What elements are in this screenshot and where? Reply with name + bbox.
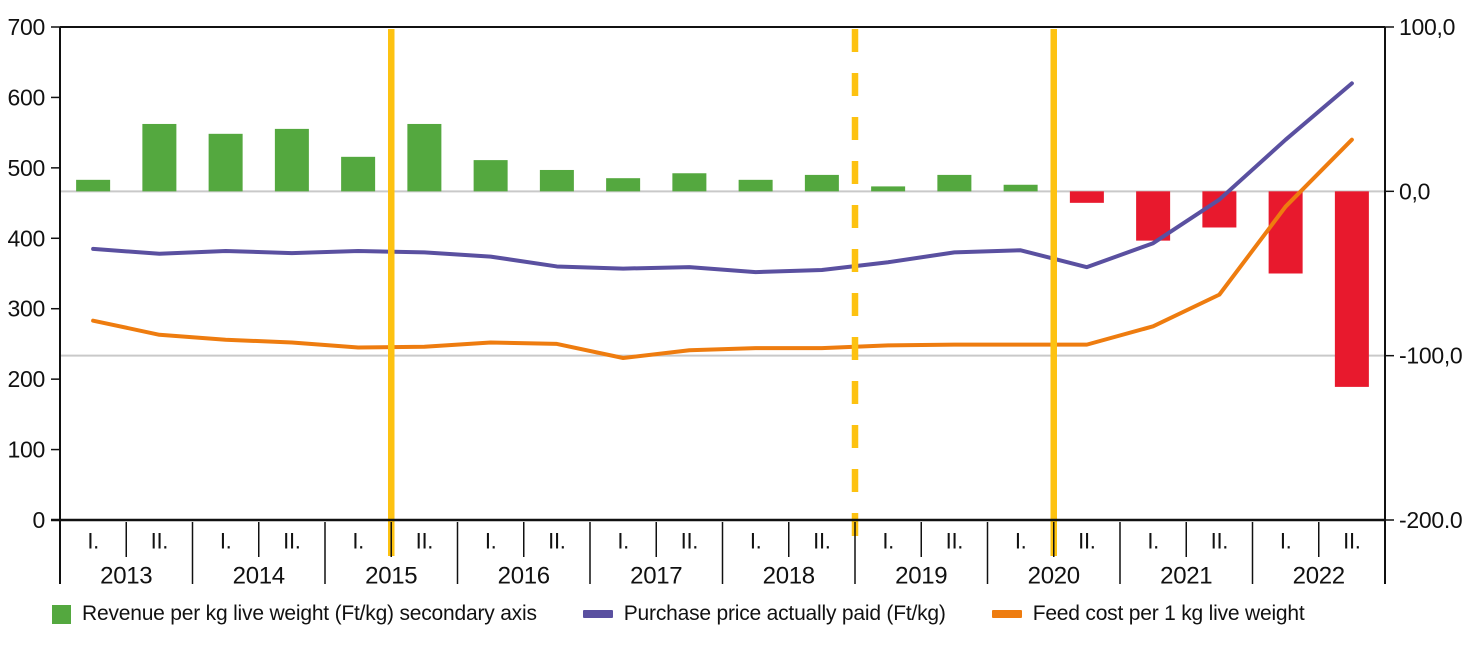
half-year-label: II.	[1343, 529, 1360, 554]
left-axis-tick-label: 100	[8, 437, 45, 463]
legend-item-feed-cost: Feed cost per 1 kg live weight	[991, 602, 1305, 626]
bar-positive	[606, 178, 641, 192]
bar-positive	[937, 174, 972, 192]
bar-positive	[539, 169, 574, 192]
year-label: 2019	[895, 563, 947, 590]
half-year-label: II.	[283, 529, 300, 554]
feed-cost-line	[91, 137, 1354, 361]
bar-positive	[672, 173, 707, 192]
half-year-label: II.	[1211, 529, 1228, 554]
half-year-label: I.	[220, 529, 232, 554]
bar-positive	[142, 123, 177, 192]
bar-positive	[341, 156, 376, 192]
year-label: 2017	[630, 563, 682, 590]
half-year-label: II.	[813, 529, 830, 554]
revenue-swatch-icon	[52, 604, 71, 624]
half-year-label: II.	[151, 529, 168, 554]
left-axis-tick-label: 200	[8, 366, 45, 392]
period-markers	[388, 29, 1057, 556]
left-axis-tick-label: 300	[8, 296, 45, 322]
gridlines	[60, 190, 1385, 357]
left-axis-tick-label: 600	[8, 84, 45, 110]
year-label: 2018	[763, 563, 815, 590]
bar-negative	[1069, 191, 1104, 203]
legend-label-feed-cost: Feed cost per 1 kg live weight	[1032, 602, 1305, 625]
bar-negative	[1268, 191, 1303, 274]
bar-positive	[473, 160, 508, 192]
year-label: 2014	[233, 563, 285, 590]
half-year-label: II.	[1078, 529, 1095, 554]
left-axis-tick-label: 400	[8, 225, 45, 251]
half-year-label: I.	[617, 529, 629, 554]
half-year-label: II.	[946, 529, 963, 554]
revenue-bars	[76, 123, 1369, 387]
right-axis-tick-label: -100,0	[1399, 343, 1462, 369]
half-year-label: II.	[548, 529, 565, 554]
half-year-label: II.	[681, 529, 698, 554]
year-label: 2020	[1028, 563, 1080, 590]
half-year-label: I.	[87, 529, 99, 554]
bar-negative	[1136, 191, 1171, 241]
year-label: 2015	[365, 563, 417, 590]
half-year-label: I.	[1015, 529, 1027, 554]
legend-label-revenue: Revenue per kg live weight (Ft/kg) secon…	[82, 602, 537, 625]
year-label: 2022	[1293, 563, 1345, 590]
legend-label-purchase-price: Purchase price actually paid (Ft/kg)	[623, 602, 946, 625]
left-axis-tick-label: 700	[8, 14, 45, 40]
legend-item-purchase-price: Purchase price actually paid (Ft/kg)	[582, 602, 946, 626]
bar-positive	[738, 179, 773, 192]
left-axis: 0 100 200 300 400 500 600 700	[8, 14, 60, 533]
bar-positive	[1003, 184, 1038, 192]
half-year-label: I.	[485, 529, 497, 554]
bar-positive	[274, 128, 309, 192]
half-year-label: II.	[416, 529, 433, 554]
half-year-label: I.	[1147, 529, 1159, 554]
half-year-label: I.	[750, 529, 762, 554]
right-axis-tick-label: 100,0	[1399, 14, 1455, 40]
year-label: 2021	[1160, 563, 1212, 590]
bar-positive	[871, 186, 906, 192]
chart-legend: Revenue per kg live weight (Ft/kg) secon…	[52, 602, 1305, 626]
bar-negative	[1334, 191, 1369, 387]
bar-positive	[76, 179, 111, 192]
bar-positive	[208, 133, 243, 192]
right-axis: 100,0 0,0 -100,0 -200.0	[1385, 14, 1463, 533]
feed-cost-swatch-icon	[991, 610, 1022, 618]
x-axis: I. II. I. II. I. II. I. II. I. II. I. II. I. II. I. II.…	[59, 522, 1386, 590]
half-year-label: I.	[882, 529, 894, 554]
half-year-label: I.	[352, 529, 364, 554]
axes-frame	[51, 26, 1386, 584]
half-year-label: I.	[1280, 529, 1292, 554]
year-label: 2013	[100, 563, 152, 590]
right-axis-tick-label: -200.0	[1399, 507, 1462, 533]
left-axis-tick-label: 500	[8, 155, 45, 181]
right-axis-tick-label: 0,0	[1399, 178, 1430, 204]
purchase-price-line	[91, 81, 1354, 275]
left-axis-tick-label: 0	[33, 507, 46, 533]
bar-positive	[407, 123, 442, 192]
year-label: 2016	[498, 563, 550, 590]
legend-item-revenue: Revenue per kg live weight (Ft/kg) secon…	[52, 602, 537, 626]
bar-positive	[804, 174, 839, 192]
purchase-price-swatch-icon	[582, 610, 613, 618]
